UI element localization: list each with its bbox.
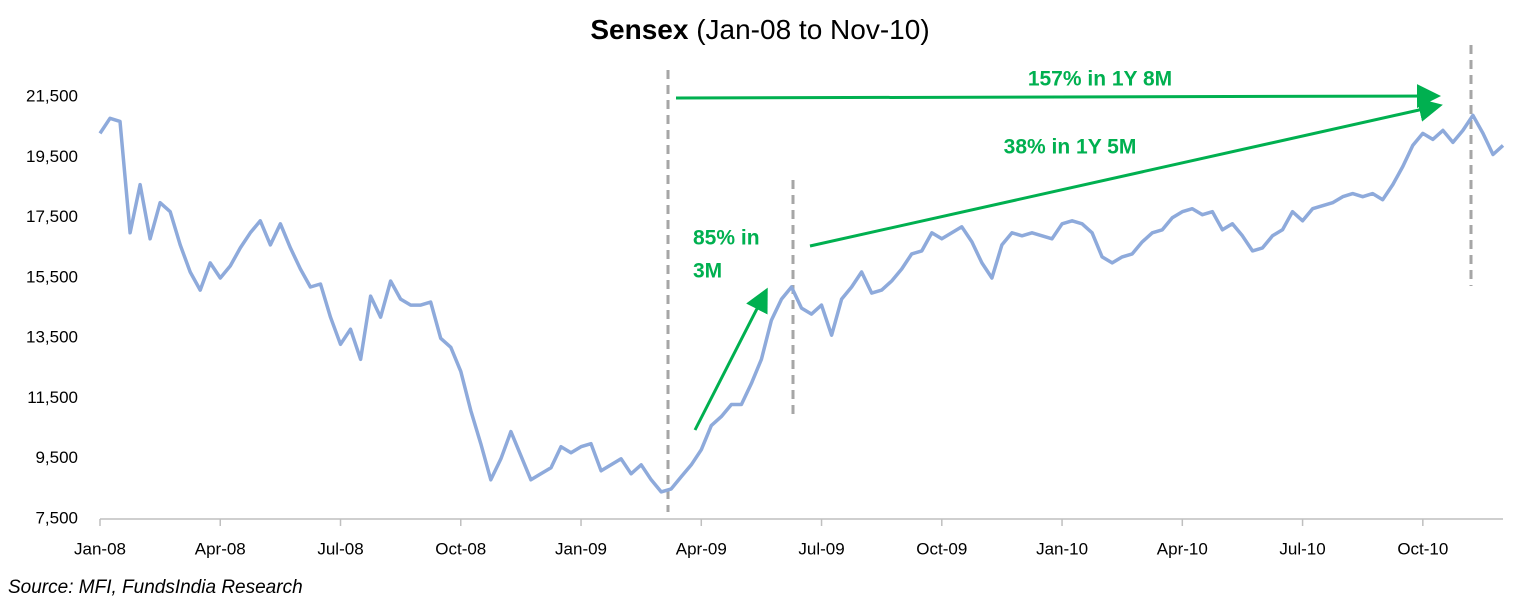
plot-area: 7,500 9,500 11,500 13,500 15,500 17,500 19,500… — [26, 87, 1505, 558]
annotation: 85% in — [693, 227, 760, 250]
title-main: Sensex — [590, 14, 688, 45]
arrow — [693, 287, 768, 431]
annotation: 157% in 1Y 8M — [1028, 68, 1172, 91]
chart-title: Sensex (Jan-08 to Nov-10) — [590, 14, 929, 45]
title-sub: (Jan-08 to Nov-10) — [696, 14, 929, 45]
x-tick-label: Oct-08 — [435, 539, 486, 558]
x-tick-label: Apr-09 — [676, 539, 727, 558]
x-tick-label: Apr-08 — [195, 539, 246, 558]
y-tick-label: 21,500 — [26, 87, 78, 106]
sensex-line — [98, 113, 1505, 494]
x-tick-label: Jul-09 — [798, 539, 844, 558]
x-tick-label: Oct-10 — [1397, 539, 1448, 558]
x-tick-label: Jan-10 — [1036, 539, 1088, 558]
y-tick-label: 13,500 — [26, 328, 78, 347]
annotation: 38% in 1Y 5M — [1004, 136, 1137, 159]
arrow — [809, 98, 1443, 248]
x-tick-label: Oct-09 — [916, 539, 967, 558]
source-note: Source: MFI, FundsIndia Research — [8, 577, 303, 598]
y-tick-label: 17,500 — [26, 207, 78, 226]
y-tick-label: 11,500 — [27, 388, 78, 407]
x-tick-label: Jul-08 — [317, 539, 363, 558]
x-tick-label: Apr-10 — [1157, 539, 1208, 558]
y-tick-label: 19,500 — [26, 147, 78, 166]
y-tick-label: 7,500 — [35, 508, 78, 527]
x-tick-label: Jan-08 — [74, 539, 126, 558]
annotation: 3M — [693, 260, 722, 283]
arrow — [675, 84, 1441, 109]
y-tick-label: 15,500 — [26, 267, 78, 286]
y-tick-label: 9,500 — [35, 448, 78, 467]
x-tick-label: Jan-09 — [555, 539, 607, 558]
x-tick-label: Jul-10 — [1279, 539, 1325, 558]
